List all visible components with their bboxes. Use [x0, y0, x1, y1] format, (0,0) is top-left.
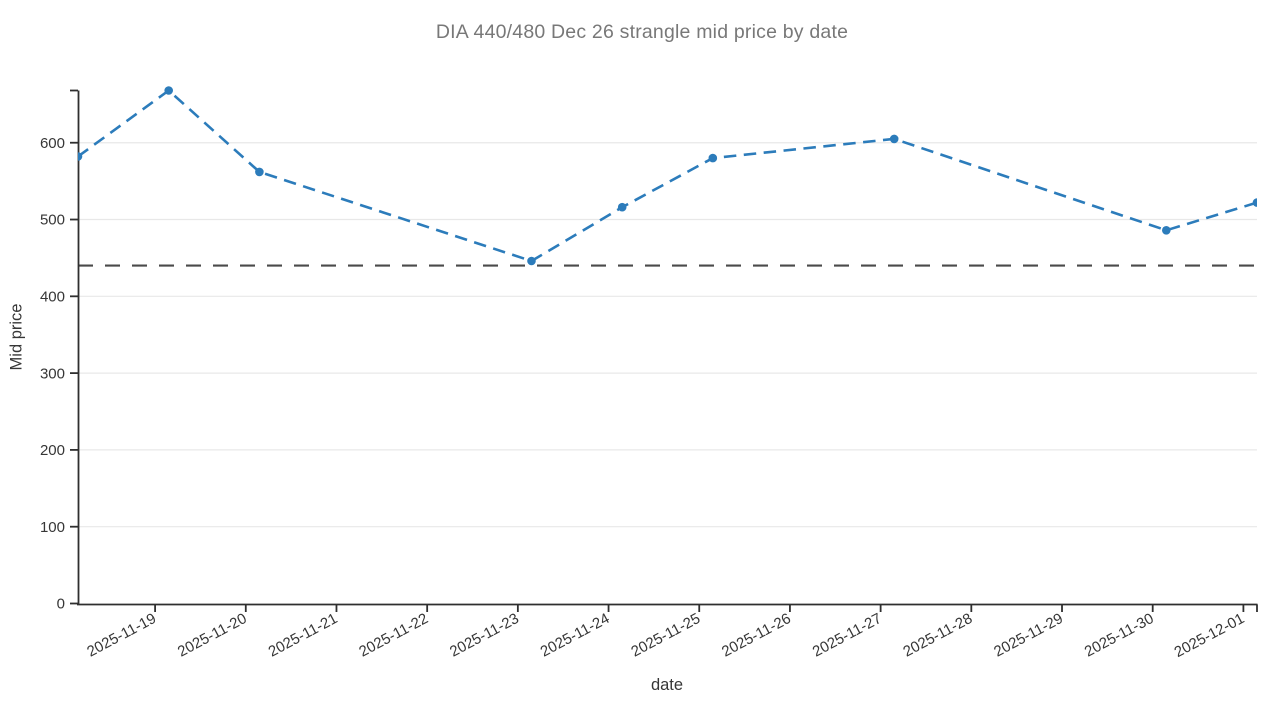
y-tick-label: 0 — [57, 596, 65, 613]
chart-title: DIA 440/480 Dec 26 strangle mid price by… — [435, 21, 849, 43]
y-tick-label: 100 — [40, 519, 65, 536]
data-point-marker — [255, 167, 264, 177]
x-tick-label: 2025-11-23 — [447, 610, 522, 661]
series-strangle-mid — [78, 86, 1257, 266]
x-tick-label: 2025-12-01 — [1172, 610, 1248, 661]
data-point-marker — [889, 134, 899, 144]
data-point-marker — [78, 152, 83, 161]
y-tick-labels: 0 100 200 300 400 500 600 — [40, 135, 65, 613]
x-tick-label: 2025-11-27 — [810, 610, 885, 661]
y-tick-label: 500 — [40, 212, 65, 229]
x-axis-title: date — [650, 676, 684, 694]
data-point-marker — [708, 153, 718, 163]
x-tick-label: 2025-11-20 — [175, 610, 250, 661]
data-point-marker — [1162, 226, 1171, 235]
x-tick-label: 2025-11-29 — [991, 610, 1066, 661]
x-tick-label: 2025-11-24 — [538, 610, 613, 661]
x-tick-label: 2025-11-25 — [628, 610, 703, 661]
data-point-marker — [617, 202, 627, 212]
axes — [70, 89, 1258, 612]
y-tick-label: 200 — [40, 442, 65, 459]
x-tick-label: 2025-11-21 — [266, 610, 341, 661]
x-tick-label: 2025-11-28 — [900, 610, 975, 661]
x-tick-label: 2025-11-22 — [356, 610, 431, 661]
y-tick-label: 600 — [40, 135, 65, 152]
x-tick-label: 2025-11-26 — [719, 610, 794, 661]
y-tick-label: 300 — [40, 365, 65, 382]
data-point-marker — [1252, 198, 1257, 207]
data-point-marker — [164, 86, 173, 95]
y-tick-label: 400 — [40, 289, 65, 306]
x-tick-labels: 2025-11-19 2025-11-20 2025-11-21 2025-11-22… — [84, 610, 1247, 661]
series-line — [78, 89, 1257, 263]
x-tick-label: 2025-11-19 — [84, 610, 159, 661]
x-tick-label: 2025-11-30 — [1082, 610, 1157, 661]
data-point-marker — [527, 256, 536, 266]
gridlines — [78, 142, 1257, 528]
